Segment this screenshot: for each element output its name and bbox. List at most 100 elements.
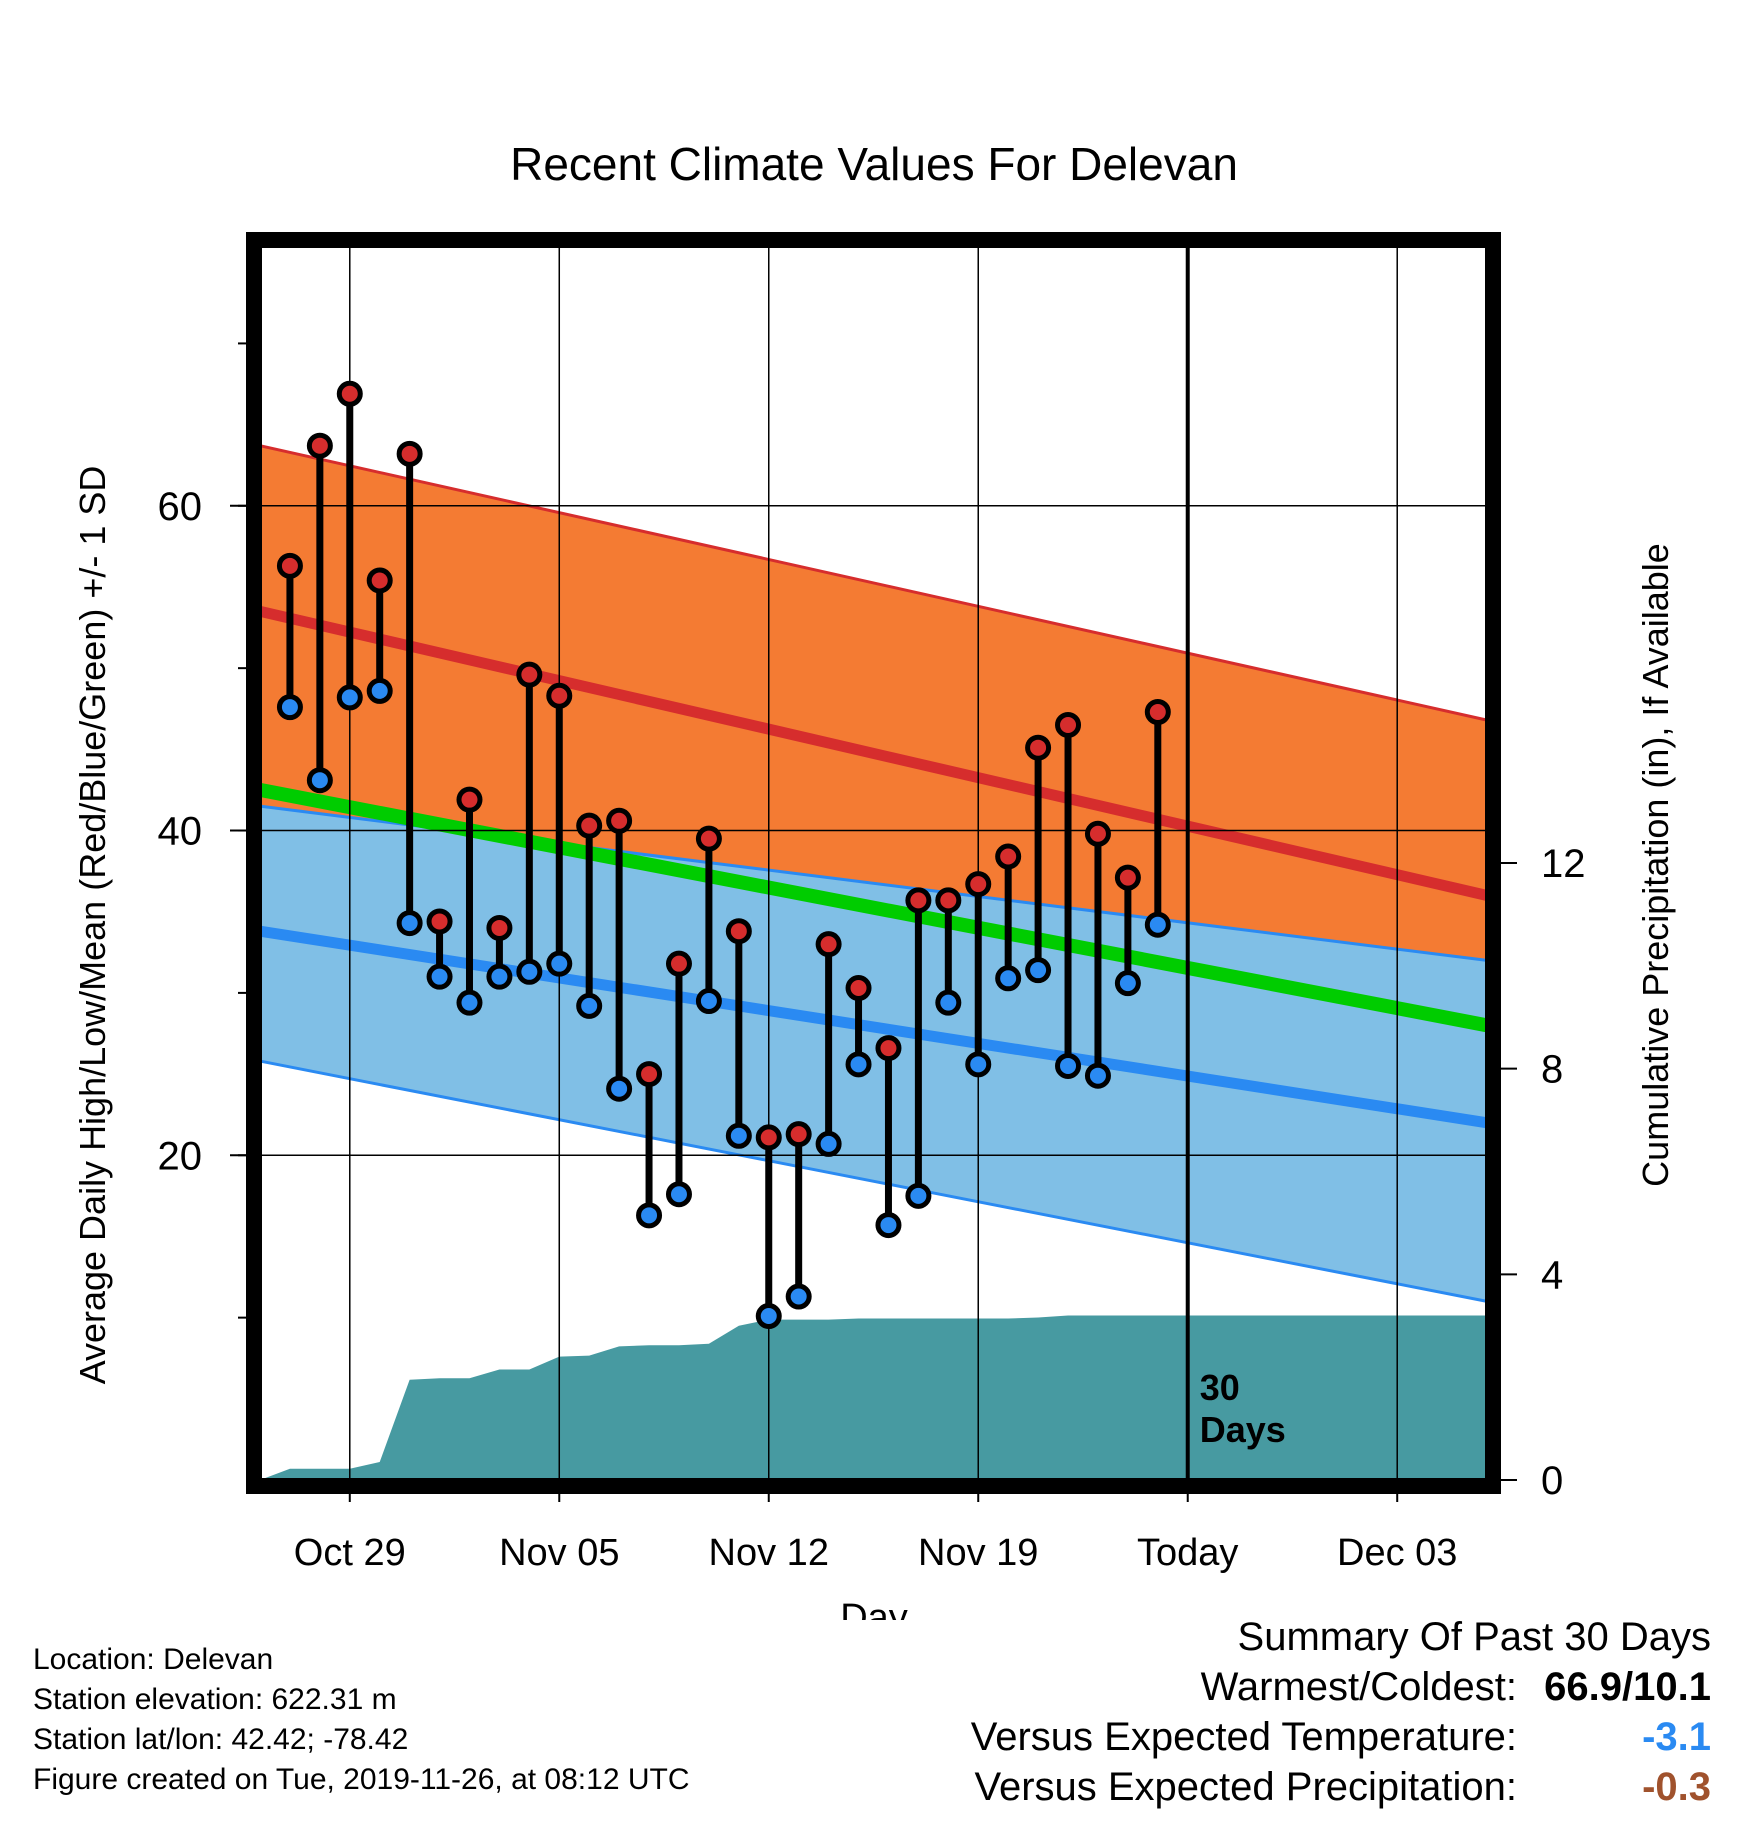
- location-text: Location: Delevan: [33, 1643, 274, 1676]
- high-point: [276, 552, 303, 579]
- low-point: [1114, 970, 1141, 997]
- y-tick-label-left: 20: [158, 1134, 203, 1178]
- y-tick-label-right: 12: [1541, 842, 1586, 886]
- low-point: [396, 910, 423, 937]
- temp-value: -3.1: [1642, 1715, 1711, 1759]
- chart-title: Recent Climate Values For Delevan: [510, 138, 1238, 190]
- temp-label: Versus Expected Temperature:: [970, 1715, 1517, 1759]
- climate-chart: Recent Climate Values For Delevan 30 Days…: [72, 138, 1676, 1620]
- y-axis-label-right: Cumulative Precipitation (in), If Availa…: [1635, 543, 1676, 1187]
- high-point: [875, 1035, 902, 1062]
- x-tick-label: Nov 12: [709, 1532, 829, 1574]
- low-point: [546, 950, 573, 977]
- high-point: [396, 440, 423, 467]
- high-point: [366, 567, 393, 594]
- station-info: Location: Delevan Station elevation: 622…: [33, 1640, 690, 1800]
- x-tick-label: Today: [1137, 1532, 1238, 1574]
- y-axis-label-left: Average Daily High/Low/Mean (Red/Blue/Gr…: [72, 466, 113, 1385]
- x-axis-label: Day: [840, 1597, 908, 1620]
- x-tick-label: Nov 19: [918, 1532, 1038, 1574]
- low-point: [426, 963, 453, 990]
- low-point: [815, 1130, 842, 1157]
- y-tick-label-left: 60: [158, 485, 203, 529]
- high-point: [995, 843, 1022, 870]
- plot-area: 30 Days Oct 29 Nov 05 Nov 12 Nov 19 Today Dec 0…: [158, 232, 1586, 1574]
- warm-cold-value: 66.9/10.1: [1544, 1665, 1711, 1709]
- high-point: [636, 1061, 663, 1088]
- low-point: [905, 1182, 932, 1209]
- high-point: [576, 812, 603, 839]
- normal-low-line: [259, 925, 1488, 1129]
- low-point: [336, 684, 363, 711]
- low-point: [995, 965, 1022, 992]
- high-point: [785, 1121, 812, 1148]
- low-point: [725, 1122, 752, 1149]
- high-point: [965, 871, 992, 898]
- summary-row-warm-cold: Warmest/Coldest: 66.9/10.1: [971, 1662, 1711, 1712]
- low-point: [665, 1181, 692, 1208]
- normal-high-line: [258, 605, 1489, 901]
- high-sd-upper-line: [259, 444, 1488, 722]
- today-days-label: 30 Days: [1200, 1367, 1286, 1450]
- high-point: [1084, 820, 1111, 847]
- low-point: [1084, 1062, 1111, 1089]
- low-point: [1144, 911, 1171, 938]
- high-point: [755, 1124, 782, 1151]
- low-point: [486, 963, 513, 990]
- high-point: [606, 807, 633, 834]
- high-point: [546, 682, 573, 709]
- high-point: [695, 825, 722, 852]
- low-sd-lower-line: [259, 1059, 1488, 1303]
- summary-panel: Summary Of Past 30 Days Warmest/Coldest:…: [971, 1612, 1711, 1812]
- low-point: [516, 958, 543, 985]
- low-point: [1025, 957, 1052, 984]
- low-point: [636, 1202, 663, 1229]
- plot-frame: [246, 232, 1501, 1494]
- high-point: [516, 661, 543, 688]
- precip-area: [260, 1315, 1487, 1480]
- low-point: [576, 992, 603, 1019]
- low-point: [456, 989, 483, 1016]
- high-point: [725, 918, 752, 945]
- low-point: [276, 694, 303, 721]
- low-point: [845, 1051, 872, 1078]
- high-point: [1025, 734, 1052, 761]
- low-point: [875, 1212, 902, 1239]
- low-point: [606, 1075, 633, 1102]
- high-point: [456, 786, 483, 813]
- high-point: [815, 931, 842, 958]
- high-point: [336, 380, 363, 407]
- high-point: [905, 887, 932, 914]
- low-point: [965, 1051, 992, 1078]
- warm-cold-label: Warmest/Coldest:: [1200, 1665, 1517, 1709]
- elevation-text: Station elevation: 622.31 m: [33, 1683, 397, 1716]
- summary-row-temp: Versus Expected Temperature: -3.1: [971, 1712, 1711, 1762]
- latlon-text: Station lat/lon: 42.42; -78.42: [33, 1723, 409, 1756]
- x-tick-label: Dec 03: [1337, 1532, 1457, 1574]
- precip-value: -0.3: [1642, 1765, 1711, 1809]
- y-tick-label-right: 8: [1541, 1048, 1563, 1092]
- y-tick-label-left: 40: [158, 810, 203, 854]
- summary-heading: Summary Of Past 30 Days: [1237, 1615, 1711, 1659]
- y-tick-label-right: 0: [1541, 1459, 1563, 1503]
- low-point: [785, 1283, 812, 1310]
- low-point: [306, 767, 333, 794]
- high-point: [1144, 698, 1171, 725]
- created-text: Figure created on Tue, 2019-11-26, at 08…: [33, 1763, 690, 1796]
- low-point: [755, 1303, 782, 1330]
- high-point: [1114, 864, 1141, 891]
- high-point: [426, 908, 453, 935]
- low-point: [1055, 1052, 1082, 1079]
- low-point: [366, 677, 393, 704]
- normal-mean-line: [258, 783, 1489, 1033]
- summary-row-precip: Versus Expected Precipitation: -0.3: [971, 1762, 1711, 1812]
- high-point: [665, 950, 692, 977]
- precip-label: Versus Expected Precipitation:: [974, 1765, 1517, 1809]
- x-tick-label: Oct 29: [294, 1532, 406, 1574]
- x-tick-label: Nov 05: [499, 1532, 619, 1574]
- y-tick-label-right: 4: [1541, 1253, 1563, 1297]
- low-sd-band: [260, 806, 1487, 1302]
- high-point: [486, 914, 513, 941]
- low-point: [695, 988, 722, 1015]
- high-sd-band: [260, 445, 1487, 961]
